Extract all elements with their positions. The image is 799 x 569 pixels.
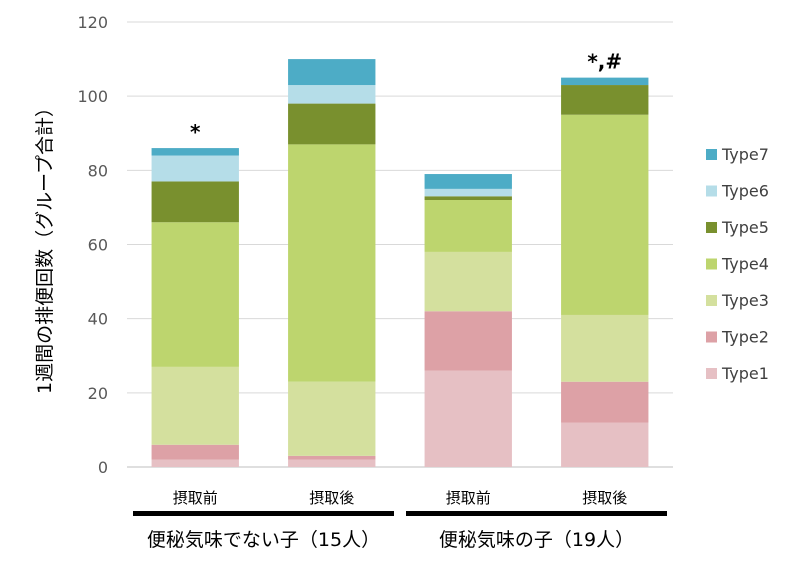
bar-segment-type4-2 [424,200,512,252]
y-tick-label-100: 100 [77,87,108,106]
group-underline-0 [133,511,394,516]
legend-swatch-type3 [706,295,717,306]
legend-label-type5: Type5 [721,218,769,237]
y-tick-label-40: 40 [88,310,108,329]
legend-label-type1: Type1 [721,364,769,383]
y-axis-ticks: 0 20 40 60 80 100 120 [77,13,108,477]
legend-swatch-type1 [706,368,717,379]
y-tick-label-20: 20 [88,384,108,403]
bar-segment-type7-2 [424,174,512,189]
bar-segment-type3-0 [151,366,239,445]
significance-marker-0: * [190,120,201,144]
legend-label-type2: Type2 [721,328,769,347]
y-tick-label-0: 0 [98,458,108,477]
bar-segment-type1-3 [561,422,649,467]
legend-label-type6: Type6 [721,182,769,201]
bar-segment-type1-0 [151,459,239,467]
x-category-label-3: 摂取後 [582,489,627,507]
bar-segment-type2-0 [151,444,239,460]
legend-swatch-type5 [706,222,717,233]
group-label-1: 便秘気味の子（19人） [439,529,634,551]
bar-segment-type1-2 [424,370,512,467]
bars [151,59,649,467]
bar-segment-type5-2 [424,196,512,200]
bar-segment-type4-3 [561,114,649,315]
bar-segment-type3-1 [288,381,376,456]
x-axis-categories: 摂取前 摂取後 摂取前 摂取後 [173,489,628,507]
legend-swatch-type4 [706,258,717,270]
x-category-label-2: 摂取前 [446,489,491,507]
bar-segment-type7-0 [151,148,239,156]
y-tick-label-80: 80 [88,161,108,180]
legend-swatch-type6 [706,185,717,197]
group-underline-1 [406,511,667,516]
bar-segment-type5-1 [288,103,376,145]
y-axis-label: 1週間の排便回数（グループ合計） [34,98,56,394]
y-tick-label-60: 60 [88,236,108,255]
bar-segment-type4-1 [288,144,376,382]
group-label-0: 便秘気味でない子（15人） [147,529,380,551]
y-tick-label-120: 120 [77,13,108,32]
bar-segment-type2-2 [424,311,512,371]
legend-swatch-type2 [706,331,717,343]
bar-segment-type6-0 [151,155,239,182]
significance-marker-3: *,# [587,50,622,74]
group-labels: 便秘気味でない子（15人） 便秘気味の子（19人） [133,511,667,551]
bar-segment-type4-0 [151,222,239,367]
bar-segment-type7-3 [561,77,649,86]
bar-segment-type5-0 [151,181,239,223]
bar-segment-type6-1 [288,85,376,104]
bar-segment-type7-1 [288,59,376,86]
bar-segment-type3-2 [424,251,512,312]
x-category-label-1: 摂取後 [309,489,354,507]
significance-markers: * *,# [190,50,622,144]
legend-label-type3: Type3 [721,291,769,310]
bar-segment-type1-1 [288,459,376,467]
legend: Type7 Type6 Type5 Type4 Type3 Type2 Type1 [706,145,769,383]
legend-swatch-type7 [706,149,717,160]
bar-segment-type2-1 [288,455,376,460]
x-category-label-0: 摂取前 [173,489,218,507]
bar-segment-type5-3 [561,85,649,115]
bar-segment-type6-2 [424,188,512,197]
legend-label-type7: Type7 [721,145,769,164]
legend-label-type4: Type4 [721,255,769,274]
bar-segment-type3-3 [561,314,649,382]
bar-segment-type2-3 [561,381,649,423]
